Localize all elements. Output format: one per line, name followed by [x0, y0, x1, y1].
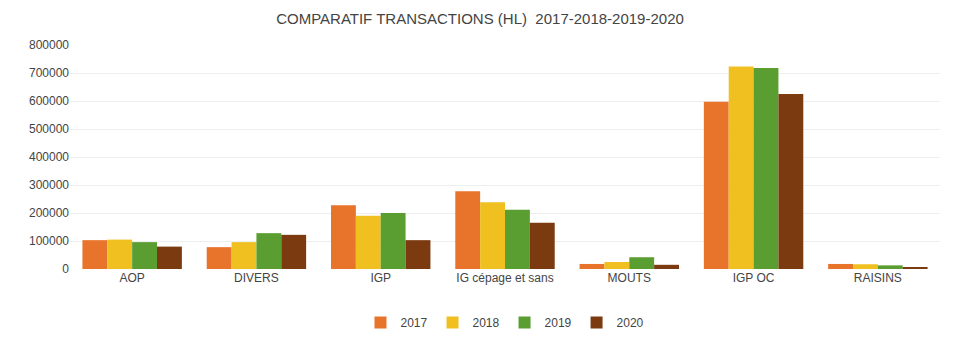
svg-text:2018: 2018 [473, 316, 500, 330]
svg-text:2019: 2019 [545, 316, 572, 330]
svg-text:400000: 400000 [29, 150, 69, 164]
svg-text:AOP: AOP [119, 271, 144, 285]
svg-text:2017: 2017 [401, 316, 428, 330]
svg-text:IGP OC: IGP OC [733, 271, 775, 285]
svg-text:600000: 600000 [29, 94, 69, 108]
svg-text:RAISINS: RAISINS [854, 271, 902, 285]
svg-text:100000: 100000 [29, 234, 69, 248]
svg-text:COMPARATIF TRANSACTIONS (HL): COMPARATIF TRANSACTIONS (HL) 2017-2018-2… [276, 10, 684, 27]
svg-text:IG cépage et sans: IG cépage et sans [456, 271, 553, 285]
svg-text:DIVERS: DIVERS [234, 271, 279, 285]
svg-text:700000: 700000 [29, 66, 69, 80]
svg-text:IGP: IGP [370, 271, 391, 285]
svg-text:300000: 300000 [29, 178, 69, 192]
svg-text:800000: 800000 [29, 38, 69, 52]
svg-text:0: 0 [62, 262, 69, 276]
svg-text:200000: 200000 [29, 206, 69, 220]
svg-text:2020: 2020 [617, 316, 644, 330]
svg-text:MOUTS: MOUTS [608, 271, 651, 285]
svg-text:500000: 500000 [29, 122, 69, 136]
